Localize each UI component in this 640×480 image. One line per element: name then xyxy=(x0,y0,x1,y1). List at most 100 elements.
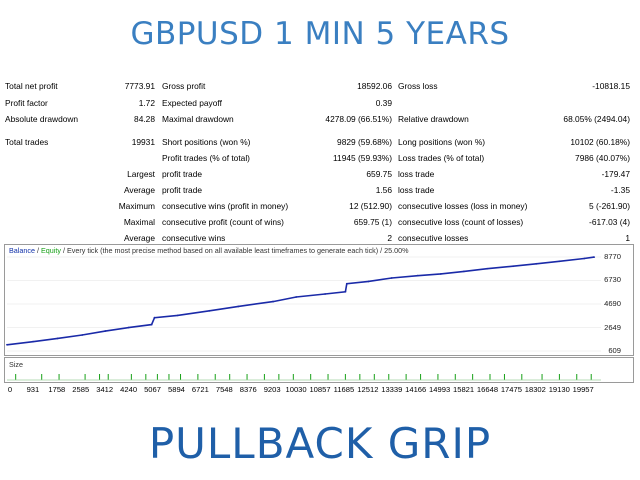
expected-payoff-label: Expected payoff xyxy=(162,98,222,108)
x-axis-labels: 0 931 1758 2585 3412 4240 5067 5894 6721 7548 8376… xyxy=(0,385,640,397)
balance-point xyxy=(463,270,465,273)
average2-label: Average xyxy=(123,233,155,243)
maximal-drawdown-label: Maximal drawdown xyxy=(162,114,234,124)
x-tick-label: 11685 xyxy=(333,385,355,394)
gross-loss-label: Gross loss xyxy=(398,81,438,91)
maximal-consec-profit-value: 659.75 (1) xyxy=(353,217,392,227)
balance-point xyxy=(104,330,107,332)
short-positions-value: 9829 (59.68%) xyxy=(337,137,392,147)
balance-chart: Balance / Equity / Every tick (the most … xyxy=(4,244,634,356)
total-net-profit-value: 7773.91 xyxy=(124,81,155,91)
stats-row: Maximal consecutive profit (count of win… xyxy=(0,214,640,230)
x-tick-label: 8376 xyxy=(239,385,257,394)
size-label: Size xyxy=(9,360,23,369)
x-tick-label: 17475 xyxy=(500,385,522,394)
average-loss-value: -1.35 xyxy=(610,185,630,195)
avg-consec-losses-label: consecutive losses xyxy=(398,233,469,243)
x-tick-label: 15821 xyxy=(453,385,475,394)
x-tick-label: 0 xyxy=(7,385,13,394)
legend-description: / Every tick (the most precise method ba… xyxy=(60,246,409,255)
stats-row: Average profit trade 1.56 loss trade -1.… xyxy=(0,182,640,198)
balance-point xyxy=(153,316,156,319)
x-tick-label: 12512 xyxy=(357,385,379,394)
balance-point xyxy=(150,323,153,326)
balance-point xyxy=(127,326,130,329)
x-tick-label: 6721 xyxy=(191,385,209,394)
avg-consec-wins-label: consecutive wins xyxy=(162,233,226,243)
balance-point xyxy=(56,337,59,340)
balance-point xyxy=(416,274,419,277)
balance-point xyxy=(345,282,348,285)
stats-row: Average consecutive wins 2 consecutive l… xyxy=(0,230,640,246)
size-panel: Size xyxy=(4,357,634,383)
chart-legend: Balance / Equity / Every tick (the most … xyxy=(9,246,409,255)
x-tick-label: 4240 xyxy=(120,385,138,394)
x-tick-label: 18302 xyxy=(524,385,546,394)
stats-row: Total trades 19931 Short positions (won … xyxy=(0,134,640,150)
stats-row: Largest profit trade 659.75 loss trade -… xyxy=(0,166,640,182)
stats-row: Maximum consecutive wins (profit in mone… xyxy=(0,198,640,214)
balance-point xyxy=(81,334,84,336)
profit-trades-label: Profit trades (% of total) xyxy=(162,153,250,163)
total-trades-label: Total trades xyxy=(5,137,49,147)
stats-row: Total net profit 7773.91 Gross profit 18… xyxy=(0,78,640,94)
max-consec-losses-value: 5 (-261.90) xyxy=(589,201,630,211)
largest-loss-label: loss trade xyxy=(398,169,435,179)
maximum-label: Maximum xyxy=(118,201,155,211)
x-tick-label: 10857 xyxy=(309,385,331,394)
x-tick-label: 13339 xyxy=(381,385,403,394)
profit-factor-value: 1.72 xyxy=(138,98,155,108)
stats-row: Absolute drawdown 84.28 Maximal drawdown… xyxy=(0,111,640,127)
chart-plot xyxy=(6,256,601,352)
x-tick-label: 5067 xyxy=(144,385,161,394)
y-tick-label: 4690 xyxy=(604,298,621,308)
x-tick-label: 16648 xyxy=(476,385,499,394)
largest-profit-value: 659.75 xyxy=(366,169,392,179)
page-title: GBPUSD 1 MIN 5 YEARS xyxy=(130,16,510,52)
x-tick-label: 9203 xyxy=(263,385,281,394)
profit-factor-label: Profit factor xyxy=(5,98,48,108)
max-consec-wins-label: consecutive wins (profit in money) xyxy=(162,201,289,211)
balance-point xyxy=(583,257,586,260)
avg-consec-wins-value: 2 xyxy=(387,233,392,243)
long-positions-value: 10102 (60.18%) xyxy=(570,137,630,147)
x-tick-label: 14993 xyxy=(429,385,451,394)
average-profit-label: profit trade xyxy=(162,185,203,195)
x-tick-label: 5894 xyxy=(168,385,185,394)
profit-trades-value: 11945 (59.93%) xyxy=(333,153,392,163)
balance-point xyxy=(324,293,327,295)
balance-point xyxy=(486,267,488,270)
x-tick-label: 10030 xyxy=(285,385,307,394)
balance-point xyxy=(367,280,370,283)
balance-point xyxy=(558,260,561,263)
absolute-drawdown-value: 84.28 xyxy=(134,114,155,124)
y-tick-label: 8770 xyxy=(604,252,621,261)
y-tick-label: 6730 xyxy=(604,275,621,285)
x-tick-label: 14166 xyxy=(405,385,427,394)
average-profit-value: 1.56 xyxy=(375,185,392,195)
y-tick-label: 609 xyxy=(608,346,621,355)
balance-point xyxy=(295,296,298,298)
x-tick-label: 3412 xyxy=(96,385,114,394)
stats-row: Profit trades (% of total) 11945 (59.93%… xyxy=(0,150,640,166)
balance-point xyxy=(593,256,596,259)
maximal-consec-loss-value: -617.03 (4) xyxy=(589,217,630,227)
gross-loss-value: -10818.15 xyxy=(592,81,630,91)
balance-point xyxy=(32,340,34,343)
size-plot xyxy=(7,374,601,381)
relative-drawdown-label: Relative drawdown xyxy=(398,114,469,124)
balance-point xyxy=(208,309,211,312)
gross-profit-value: 18592.06 xyxy=(357,81,392,91)
expected-payoff-value: 0.39 xyxy=(375,98,392,108)
x-tick-label: 7548 xyxy=(215,385,233,394)
balance-point xyxy=(535,262,538,265)
balance-point xyxy=(237,305,240,308)
x-tick-label: 2585 xyxy=(72,385,90,394)
absolute-drawdown-label: Absolute drawdown xyxy=(5,114,79,124)
brand-title: PULLBACK GRIP xyxy=(148,419,492,468)
average-loss-label: loss trade xyxy=(398,185,435,195)
largest-label: Largest xyxy=(127,169,155,179)
balance-point xyxy=(344,290,347,293)
balance-point xyxy=(439,273,442,275)
total-net-profit-label: Total net profit xyxy=(5,81,58,91)
